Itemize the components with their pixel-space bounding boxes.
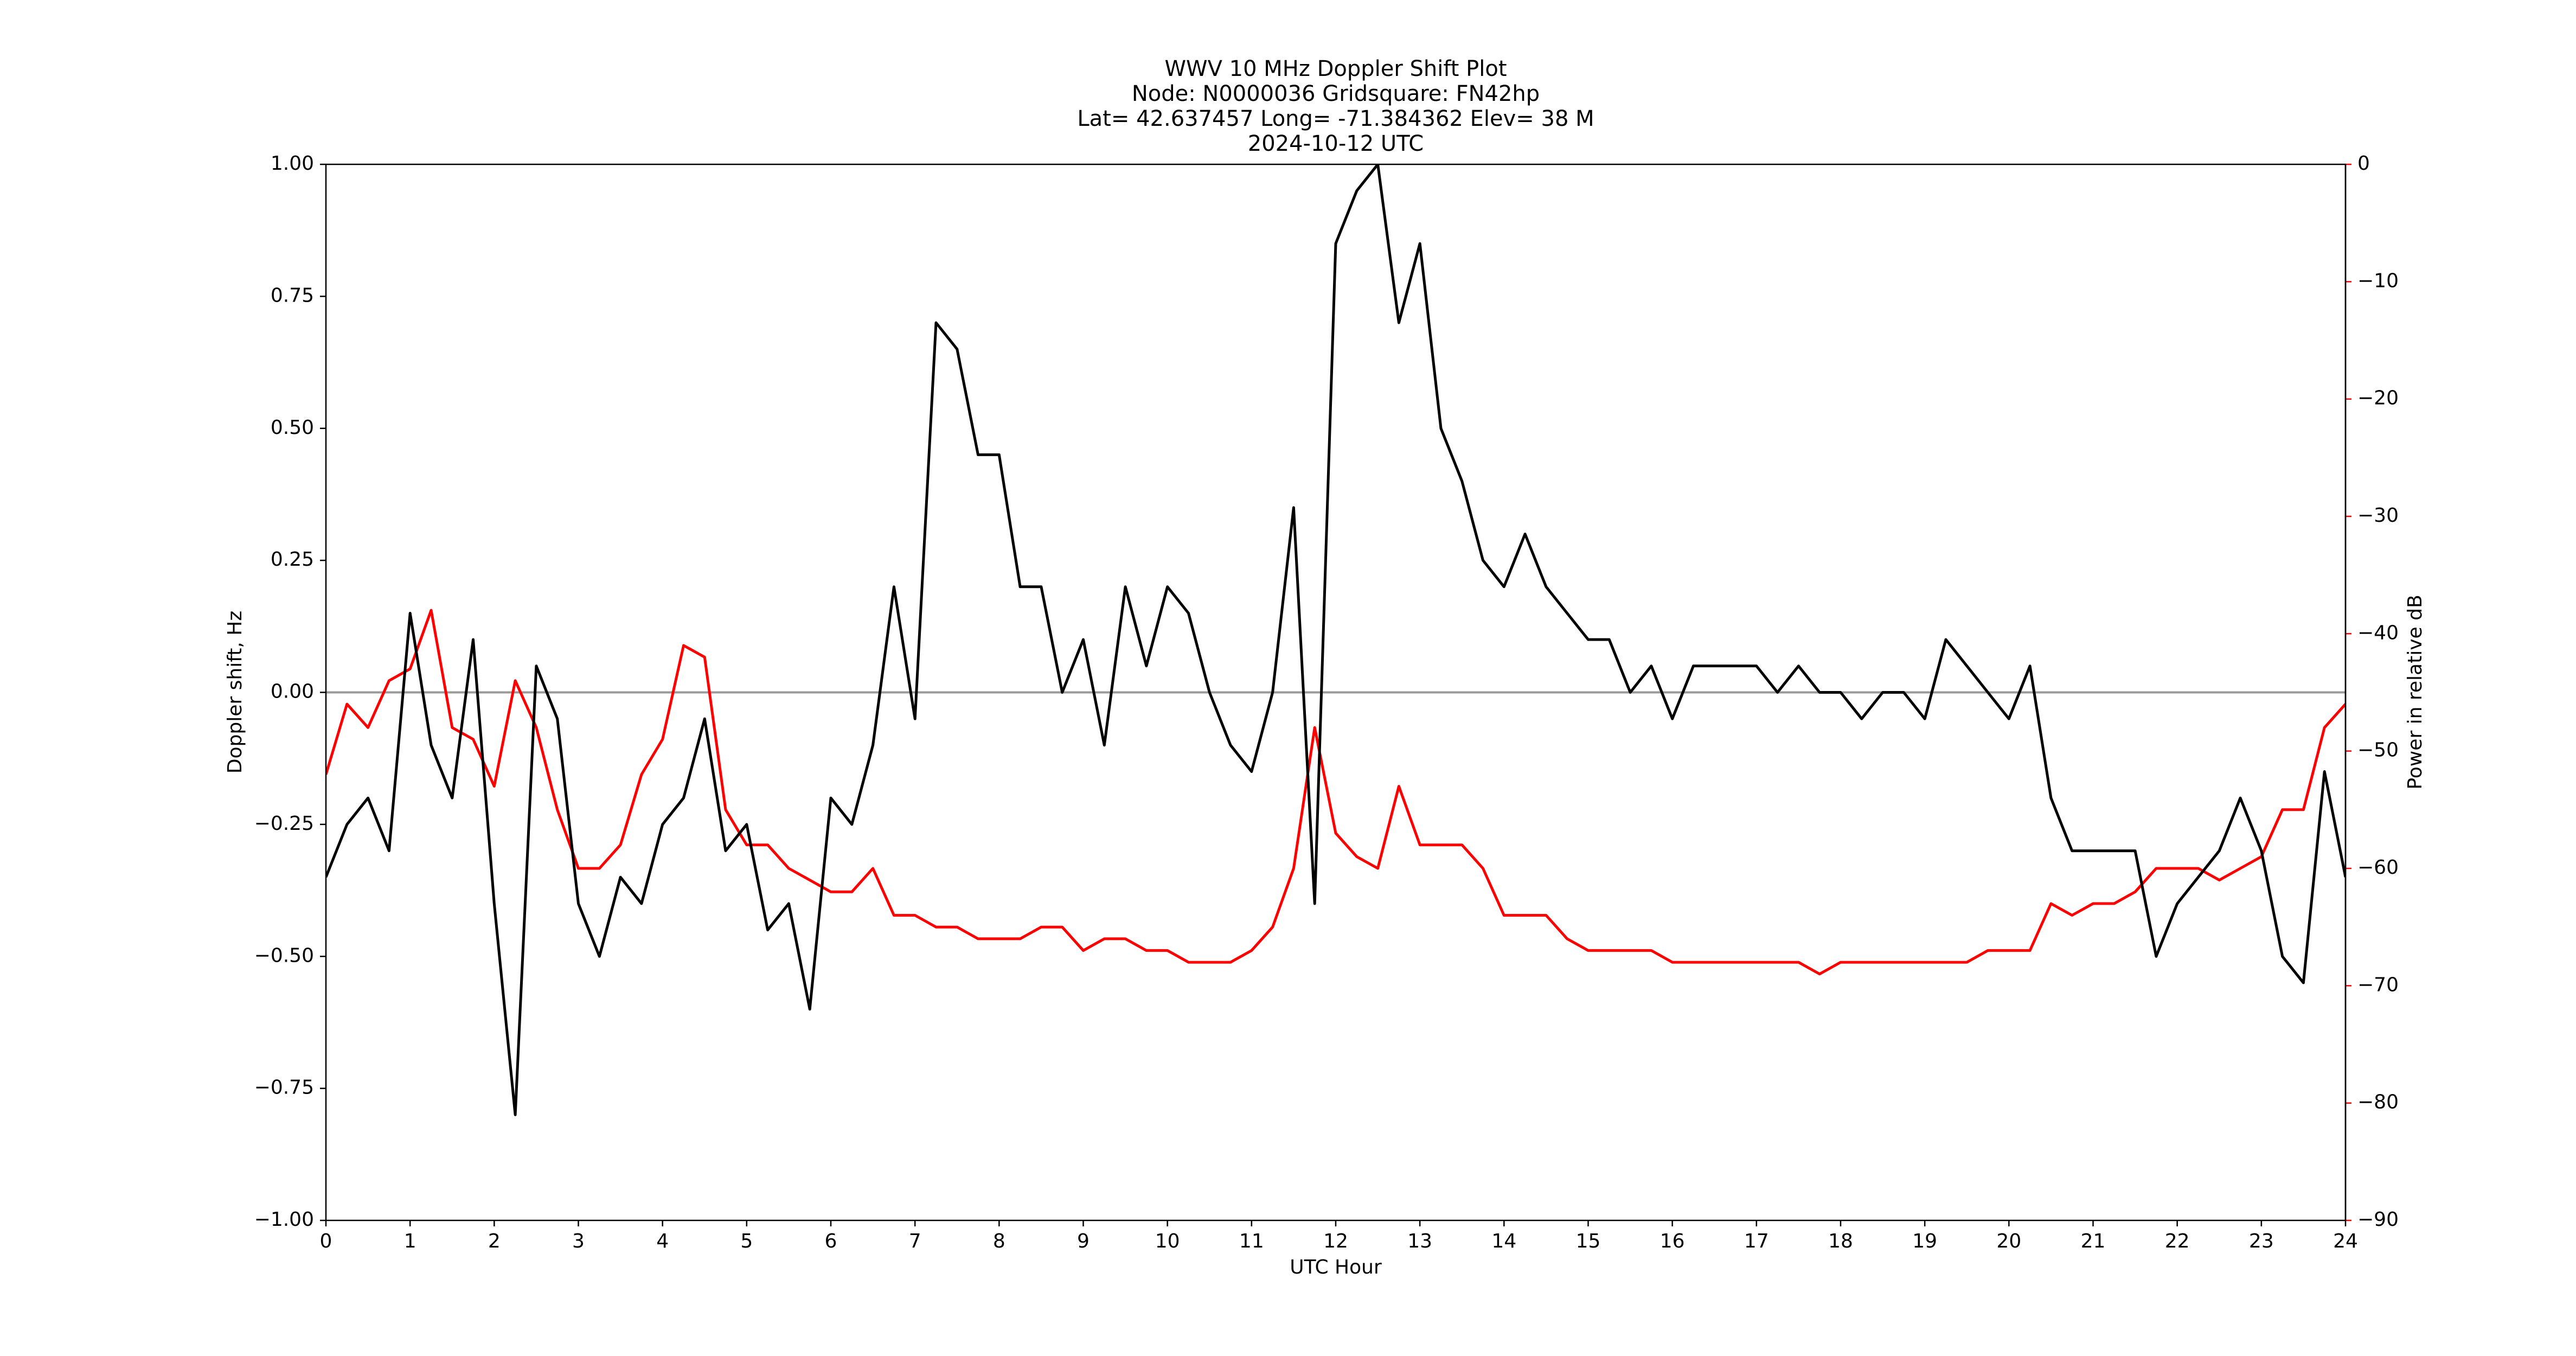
x-tick-label: 17 xyxy=(1744,1230,1769,1252)
x-tick-label: 2 xyxy=(488,1230,501,1252)
x-tick-label: 9 xyxy=(1077,1230,1090,1252)
y2-tick-label: −70 xyxy=(2357,974,2399,996)
title-line: WWV 10 MHz Doppler Shift Plot xyxy=(1164,56,1507,81)
y2-axis-label: Power in relative dB xyxy=(2404,594,2426,789)
y-tick-label: −1.00 xyxy=(254,1208,314,1231)
title-line: 2024-10-12 UTC xyxy=(1248,131,1424,156)
x-tick-label: 1 xyxy=(404,1230,416,1252)
x-tick-label: 0 xyxy=(320,1230,332,1252)
y-tick-label: −0.50 xyxy=(254,944,314,967)
y-tick-label: 1.00 xyxy=(271,152,314,175)
x-axis-label: UTC Hour xyxy=(1290,1256,1382,1278)
title-line: Node: N0000036 Gridsquare: FN42hp xyxy=(1132,81,1540,106)
x-tick-label: 18 xyxy=(1828,1230,1853,1252)
x-tick-label: 19 xyxy=(1912,1230,1937,1252)
y2-tick-label: −10 xyxy=(2357,270,2399,292)
y-tick-label: 0.25 xyxy=(271,548,314,571)
x-tick-label: 10 xyxy=(1155,1230,1180,1252)
y-tick-label: 0.50 xyxy=(271,417,314,439)
y2-tick-label: −60 xyxy=(2357,856,2399,879)
x-tick-label: 5 xyxy=(740,1230,753,1252)
x-tick-label: 21 xyxy=(2081,1230,2106,1252)
x-tick-label: 6 xyxy=(825,1230,837,1252)
x-tick-label: 8 xyxy=(993,1230,1005,1252)
y2-tick-label: −40 xyxy=(2357,622,2399,644)
x-tick-label: 22 xyxy=(2165,1230,2190,1252)
series-line xyxy=(326,609,2346,976)
x-tick-label: 14 xyxy=(1491,1230,1516,1252)
y2-tick-label: −90 xyxy=(2357,1208,2399,1231)
x-tick-label: 23 xyxy=(2249,1230,2274,1252)
x-tick-label: 3 xyxy=(572,1230,585,1252)
x-tick-label: 11 xyxy=(1239,1230,1264,1252)
y-tick-label: −0.25 xyxy=(254,813,314,835)
x-tick-label: 13 xyxy=(1407,1230,1432,1252)
x-tick-label: 12 xyxy=(1323,1230,1348,1252)
y2-tick-label: 0 xyxy=(2357,152,2370,175)
x-tick-label: 7 xyxy=(909,1230,921,1252)
y2-tick-label: −30 xyxy=(2357,504,2399,527)
series-line xyxy=(326,164,2346,1116)
y2-tick-label: −80 xyxy=(2357,1091,2399,1114)
y-axis-label: Doppler shift, Hz xyxy=(224,611,246,773)
x-tick-label: 16 xyxy=(1660,1230,1685,1252)
x-tick-label: 24 xyxy=(2333,1230,2358,1252)
y-tick-label: −0.75 xyxy=(254,1077,314,1099)
y2-tick-label: −50 xyxy=(2357,739,2399,762)
x-tick-label: 4 xyxy=(656,1230,669,1252)
x-tick-label: 15 xyxy=(1576,1230,1601,1252)
title-line: Lat= 42.637457 Long= -71.384362 Elev= 38… xyxy=(1077,106,1594,131)
y2-tick-label: −20 xyxy=(2357,387,2399,410)
x-tick-label: 20 xyxy=(1996,1230,2021,1252)
y-tick-label: 0.75 xyxy=(271,284,314,306)
y-tick-label: 0.00 xyxy=(271,681,314,703)
